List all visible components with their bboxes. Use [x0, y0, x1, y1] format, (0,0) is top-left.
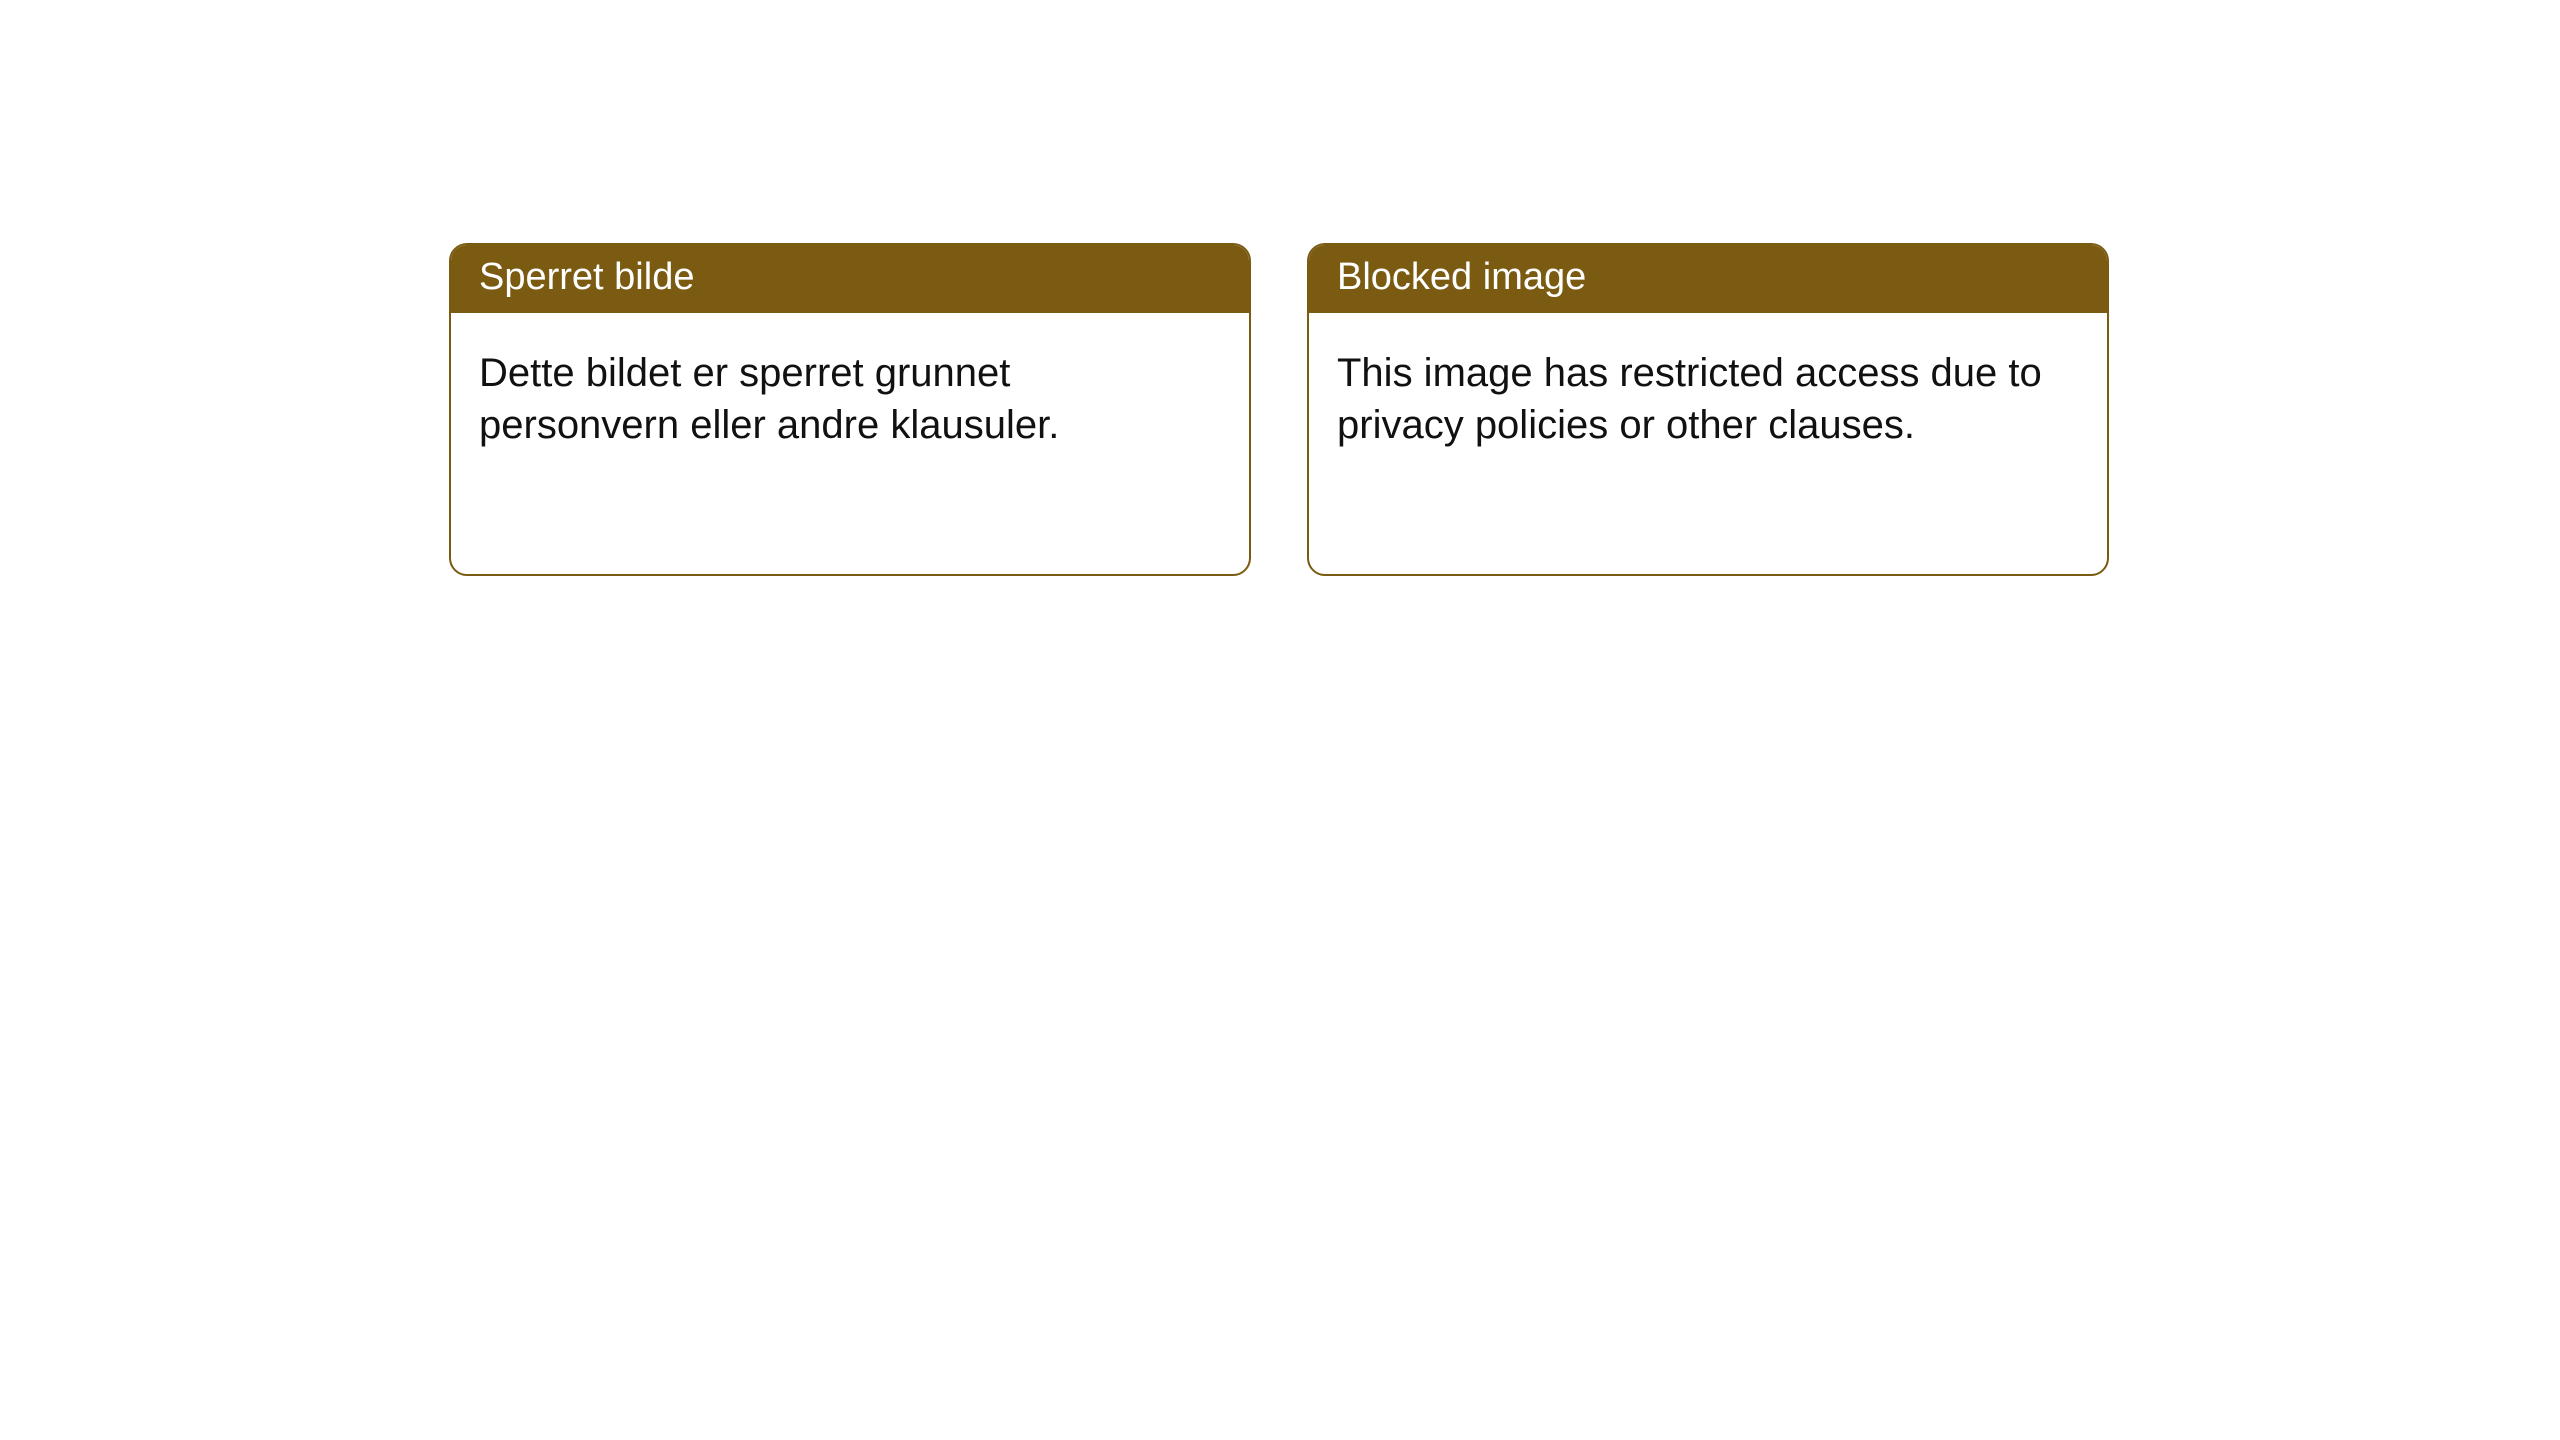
notice-box-no: Sperret bilde Dette bildet er sperret gr… — [449, 243, 1251, 576]
notice-header-en: Blocked image — [1309, 245, 2107, 313]
notice-body-no: Dette bildet er sperret grunnet personve… — [451, 313, 1249, 479]
notice-header-no: Sperret bilde — [451, 245, 1249, 313]
notice-container: Sperret bilde Dette bildet er sperret gr… — [449, 243, 2109, 576]
notice-body-en: This image has restricted access due to … — [1309, 313, 2107, 479]
notice-box-en: Blocked image This image has restricted … — [1307, 243, 2109, 576]
